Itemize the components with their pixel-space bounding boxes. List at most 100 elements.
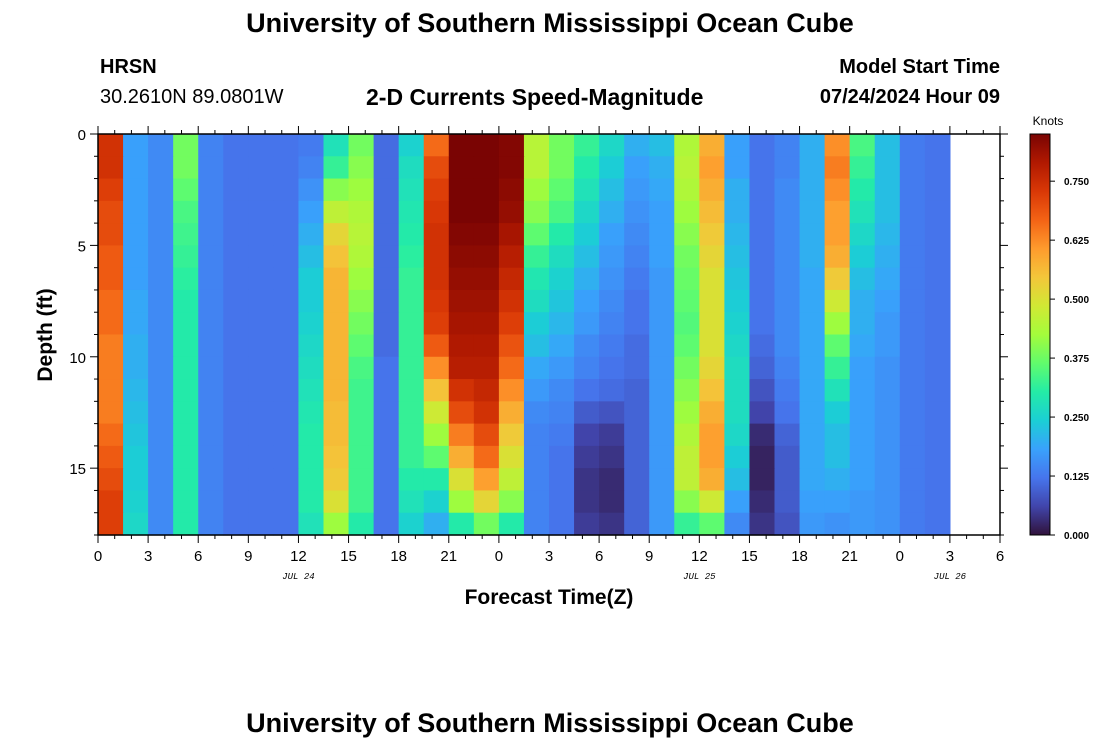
heatmap-cell [599, 312, 625, 336]
colorbar-tick-label: 0.000 [1064, 531, 1089, 542]
heatmap-cell [774, 401, 801, 425]
heatmap-cell [148, 156, 174, 180]
heatmap-cell [849, 156, 876, 180]
heatmap-cell [824, 423, 851, 447]
heatmap-cell [148, 468, 174, 492]
heatmap-cell [749, 490, 776, 514]
heatmap-cell [724, 312, 751, 336]
heatmap-cell [198, 401, 224, 425]
heatmap-cell [799, 245, 826, 269]
heatmap-cell [248, 512, 274, 536]
heatmap-cell [298, 289, 325, 313]
x-tick-label: 21 [841, 548, 858, 565]
heatmap-cell [223, 200, 249, 224]
heatmap-cell [273, 178, 300, 202]
x-tick-label: 15 [741, 548, 758, 565]
heatmap-cell [699, 379, 725, 402]
heatmap-cell [448, 134, 475, 157]
heatmap-cell [398, 423, 425, 447]
heatmap-cell [473, 134, 500, 157]
heatmap-cell [473, 156, 500, 180]
heatmap-cell [123, 445, 149, 469]
heatmap-cell [574, 490, 600, 514]
heatmap-cell [899, 156, 926, 180]
heatmap-cell [699, 356, 725, 380]
heatmap-cell [423, 200, 450, 224]
heatmap-cell [699, 334, 725, 358]
heatmap-cell [699, 401, 725, 425]
heatmap-cell [148, 245, 174, 269]
heatmap-cell [699, 468, 725, 492]
heatmap-cell [148, 200, 174, 224]
heatmap-cell [874, 134, 901, 157]
heatmap-cell [924, 445, 951, 469]
heatmap-cell [123, 334, 149, 358]
heatmap-cell [473, 200, 500, 224]
heatmap-cell [298, 200, 325, 224]
heatmap-cell [498, 512, 525, 536]
heatmap-cell [624, 356, 650, 380]
heatmap-cell [674, 334, 700, 358]
heatmap-cell [874, 156, 901, 180]
heatmap-cell [774, 512, 801, 536]
colorbar-title: Knots [1033, 114, 1064, 128]
heatmap-cell [248, 178, 274, 202]
heatmap-cell [523, 156, 550, 180]
heatmap-cell [423, 134, 450, 157]
date-labels: JUL 24 JUL 25 JUL 26 [282, 572, 966, 582]
heatmap-cell [724, 289, 751, 313]
heatmap-cell [373, 445, 400, 469]
heatmap-cell [273, 312, 300, 336]
heatmap-cell [674, 312, 700, 336]
heatmap-cell [799, 312, 826, 336]
heatmap-cell [473, 401, 500, 425]
heatmap-cell [774, 468, 801, 492]
heatmap-cell [574, 512, 600, 536]
heatmap-cell [473, 490, 500, 514]
heatmap-cell [574, 200, 600, 224]
heatmap-cell [323, 312, 350, 336]
heatmap-cell [599, 356, 625, 380]
station-coords: 30.2610N 89.0801W [100, 86, 284, 108]
heatmap-cell [298, 223, 325, 246]
heatmap-cell [223, 312, 249, 336]
heatmap-cell [448, 468, 475, 492]
heatmap-cell [348, 401, 375, 425]
heatmap-cell [599, 245, 625, 269]
heatmap-cell [148, 134, 174, 157]
y-tick-label: 0 [78, 127, 86, 144]
heatmap-cell [649, 379, 675, 402]
heatmap-cell [423, 245, 450, 269]
heatmap-cell [298, 490, 325, 514]
heatmap-cell [549, 379, 575, 402]
heatmap-cell [674, 445, 700, 469]
heatmap-cell [674, 379, 700, 402]
heatmap-cell [348, 134, 375, 157]
heatmap-cell [523, 490, 550, 514]
heatmap-cell [649, 156, 675, 180]
heatmap-cell [674, 468, 700, 492]
heatmap-cell [173, 312, 199, 336]
heatmap-cell [649, 423, 675, 447]
heatmap-cell [824, 401, 851, 425]
heatmap-cell [373, 223, 400, 246]
heatmap-cell [448, 200, 475, 224]
heatmap-cell [498, 356, 525, 380]
heatmap-cell [824, 289, 851, 313]
heatmap-cell [273, 445, 300, 469]
heatmap-cell [624, 423, 650, 447]
heatmap-cell [799, 356, 826, 380]
heatmap-cell [674, 401, 700, 425]
heatmap-cell [448, 445, 475, 469]
heatmap-cell [123, 178, 149, 202]
heatmap-cell [198, 490, 224, 514]
heatmap-cell [423, 356, 450, 380]
heatmap-cell [749, 401, 776, 425]
heatmap-cell [298, 334, 325, 358]
heatmap-cell [849, 379, 876, 402]
heatmap-cell [849, 445, 876, 469]
heatmap-cell [223, 490, 249, 514]
heatmap-cell [373, 334, 400, 358]
heatmap-cell [148, 223, 174, 246]
heatmap-cell [874, 223, 901, 246]
